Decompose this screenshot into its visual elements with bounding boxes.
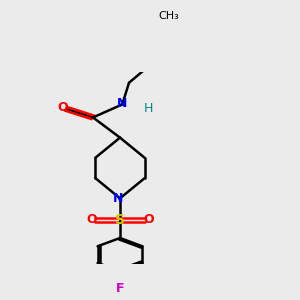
Text: O: O [86,213,97,226]
Text: F: F [116,282,124,295]
Text: H: H [144,102,153,115]
Text: S: S [115,213,125,227]
Text: CH₃: CH₃ [158,11,178,21]
Text: O: O [58,101,68,114]
Text: N: N [117,97,128,110]
Text: N: N [113,192,124,205]
Text: O: O [143,213,154,226]
